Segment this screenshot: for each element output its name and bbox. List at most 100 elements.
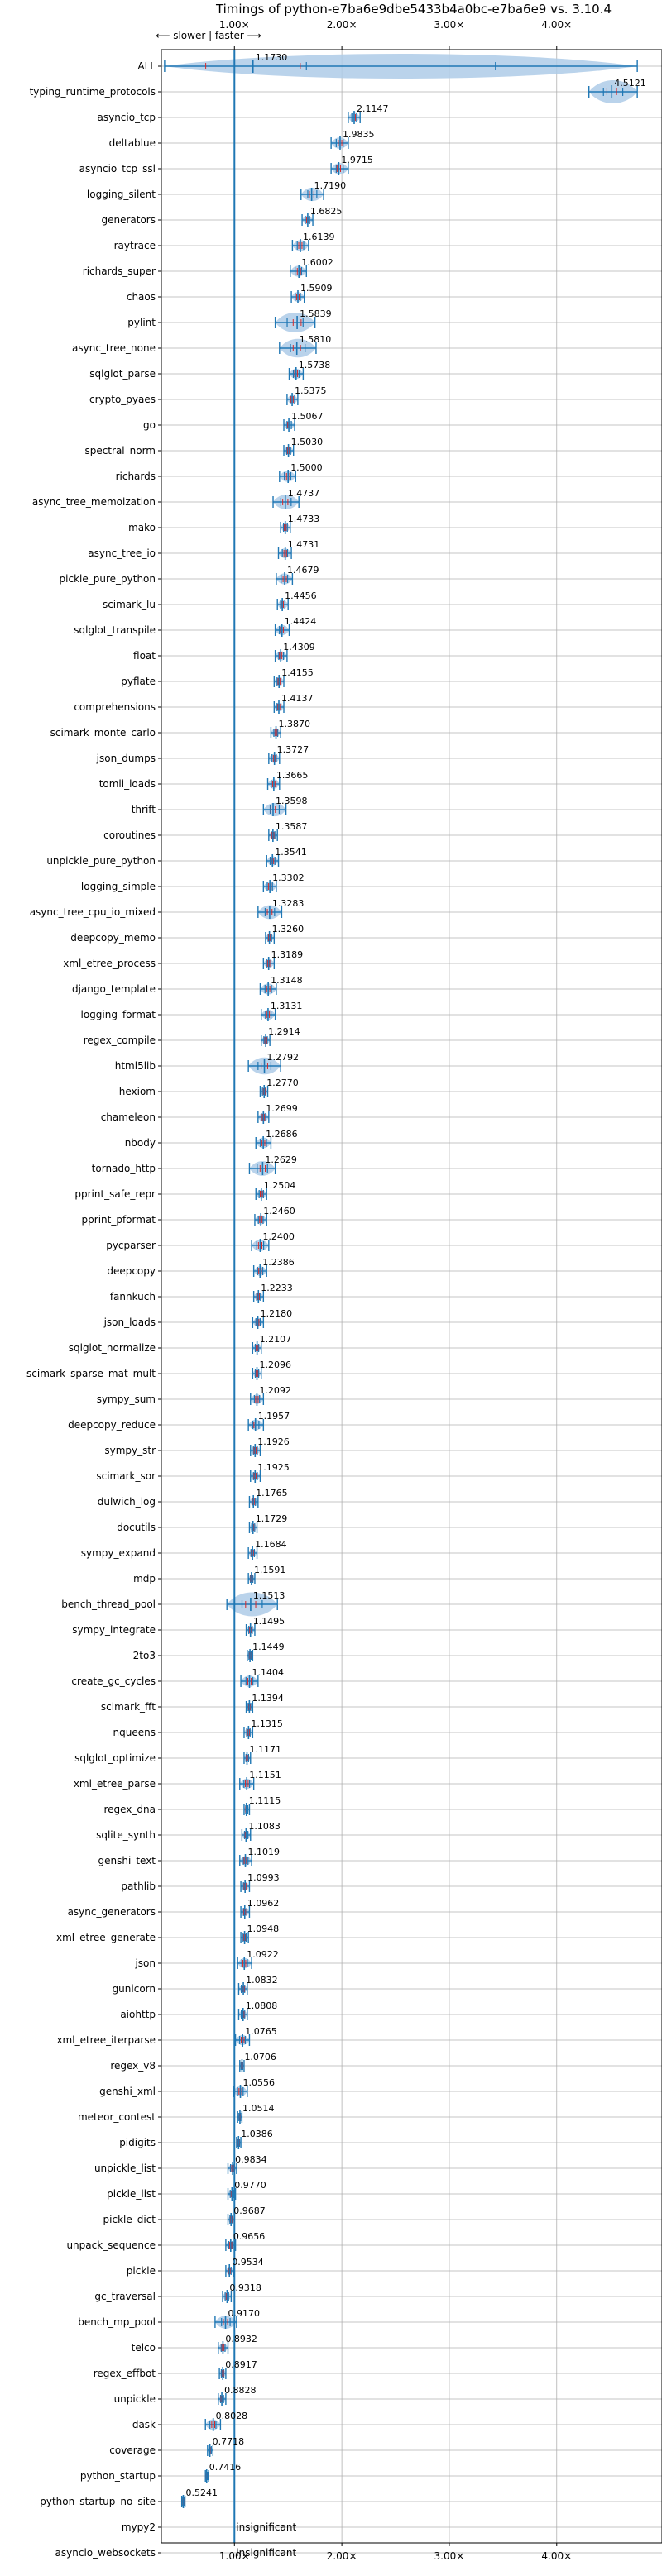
benchmark-label: regex_v8 bbox=[110, 2060, 156, 2072]
benchmark-label: unpickle bbox=[114, 2393, 156, 2405]
value-label: 0.9170 bbox=[228, 2308, 261, 2319]
value-label: 1.3727 bbox=[277, 744, 309, 755]
value-label: 1.3541 bbox=[275, 847, 307, 858]
benchmark-label: raytrace bbox=[114, 240, 156, 251]
value-label: 1.6139 bbox=[303, 232, 335, 242]
value-label: 0.7416 bbox=[209, 2462, 242, 2473]
value-label: 1.1171 bbox=[249, 1744, 281, 1755]
value-label: 1.1591 bbox=[254, 1565, 286, 1575]
value-label: 1.0765 bbox=[245, 2026, 277, 2037]
value-label: 1.5067 bbox=[291, 411, 324, 422]
value-label: 1.1151 bbox=[249, 1770, 281, 1780]
benchmark-label: genshi_xml bbox=[99, 2086, 156, 2097]
value-label: 0.9834 bbox=[235, 2154, 267, 2165]
benchmark-label: django_template bbox=[72, 983, 156, 995]
benchmark-label: unpack_sequence bbox=[66, 2239, 156, 2251]
value-label: 1.1729 bbox=[256, 1513, 288, 1524]
x-tick-label-bottom: 1.00× bbox=[219, 2550, 250, 2562]
value-label: 1.9715 bbox=[341, 155, 373, 165]
benchmark-label: xml_etree_iterparse bbox=[56, 2034, 156, 2046]
value-label: 1.0832 bbox=[246, 1975, 278, 1986]
benchmark-label: coroutines bbox=[103, 829, 156, 841]
value-label: 1.1449 bbox=[252, 1642, 285, 1652]
benchmark-label: json_loads bbox=[103, 1317, 156, 1328]
benchmark-label: deepcopy_reduce bbox=[68, 1419, 156, 1431]
benchmark-label: fannkuch bbox=[110, 1291, 156, 1302]
value-label: 1.5810 bbox=[300, 334, 332, 345]
value-label: 1.3189 bbox=[271, 949, 304, 960]
benchmark-label: xml_etree_generate bbox=[56, 1932, 156, 1943]
violins bbox=[164, 54, 638, 2505]
benchmark-label: logging_simple bbox=[81, 881, 156, 892]
benchmark-label: deepcopy bbox=[107, 1265, 156, 1277]
value-label: 0.9318 bbox=[229, 2282, 261, 2293]
x-tick-label-bottom: 4.00× bbox=[541, 2550, 572, 2562]
benchmark-label: create_gc_cycles bbox=[71, 1675, 156, 1687]
benchmark-label: spectral_norm bbox=[84, 445, 156, 456]
value-label: 1.2504 bbox=[264, 1180, 296, 1191]
benchmark-label: python_startup bbox=[80, 2470, 156, 2482]
benchmark-label: dulwich_log bbox=[98, 1496, 156, 1508]
value-label: 1.1083 bbox=[248, 1821, 281, 1832]
benchmark-label: async_tree_cpu_io_mixed bbox=[30, 906, 156, 918]
benchmark-label: asyncio_tcp bbox=[97, 112, 156, 123]
x-tick-label-top: 1.00× bbox=[219, 19, 250, 31]
benchmark-label: tornado_http bbox=[92, 1163, 156, 1174]
benchmark-label: scimark_sparse_mat_mult bbox=[26, 1368, 156, 1379]
value-label: 1.3260 bbox=[272, 924, 305, 934]
value-label: 1.1404 bbox=[252, 1667, 285, 1678]
value-label: 1.3283 bbox=[272, 898, 305, 909]
benchmark-label: pickle bbox=[127, 2265, 156, 2277]
value-label: 1.2092 bbox=[259, 1385, 291, 1396]
benchmark-label: genshi_text bbox=[98, 1855, 156, 1866]
value-label: 1.0514 bbox=[242, 2103, 275, 2114]
value-label: 1.4137 bbox=[281, 693, 314, 704]
benchmark-label: nqueens bbox=[113, 1727, 156, 1738]
benchmark-label: xml_etree_parse bbox=[74, 1778, 156, 1790]
value-label: 1.3870 bbox=[279, 719, 311, 729]
benchmark-label: pprint_safe_repr bbox=[74, 1188, 156, 1200]
value-label: 0.8917 bbox=[225, 2359, 257, 2370]
benchmark-label: pickle_dict bbox=[103, 2214, 156, 2225]
value-label: 1.3665 bbox=[276, 770, 309, 781]
value-label: 1.4155 bbox=[281, 667, 314, 678]
value-label: 1.2096 bbox=[259, 1360, 291, 1370]
value-label: 1.0556 bbox=[243, 2077, 276, 2088]
benchmark-label: sympy_integrate bbox=[72, 1624, 156, 1636]
benchmark-label: async_generators bbox=[68, 1906, 156, 1918]
value-label: 1.3302 bbox=[272, 872, 305, 883]
value-label: 1.5375 bbox=[295, 385, 327, 396]
benchmark-label: sqlglot_optimize bbox=[74, 1752, 156, 1764]
value-label: 1.1513 bbox=[253, 1590, 285, 1601]
benchmark-label: scimark_sor bbox=[96, 1470, 156, 1482]
benchmark-label: scimark_monte_carlo bbox=[50, 727, 156, 738]
benchmark-label: regex_compile bbox=[84, 1035, 156, 1046]
value-label: 1.2386 bbox=[262, 1257, 295, 1268]
benchmark-label: html5lib bbox=[115, 1060, 156, 1072]
benchmark-label: sympy_str bbox=[104, 1445, 156, 1456]
benchmark-label: comprehensions bbox=[74, 701, 156, 713]
x-tick-label-bottom: 2.00× bbox=[327, 2550, 357, 2562]
value-label: 1.7190 bbox=[314, 180, 347, 191]
benchmark-label: scimark_fft bbox=[101, 1701, 156, 1713]
value-label: 1.1957 bbox=[258, 1411, 290, 1422]
value-label: 1.1925 bbox=[257, 1462, 290, 1473]
benchmark-label: scimark_lu bbox=[103, 599, 156, 610]
benchmark-label: chaos bbox=[127, 291, 156, 303]
value-label: 2.1147 bbox=[357, 103, 389, 114]
value-label: 1.1115 bbox=[249, 1795, 281, 1806]
benchmark-label: unpickle_pure_python bbox=[46, 855, 156, 867]
benchmark-label: mdp bbox=[133, 1573, 156, 1584]
x-tick-label-bottom: 3.00× bbox=[434, 2550, 465, 2562]
value-label: 1.0962 bbox=[247, 1898, 280, 1909]
value-label: 1.6825 bbox=[310, 206, 343, 217]
benchmark-label: float bbox=[133, 650, 156, 662]
benchmark-label: bench_thread_pool bbox=[61, 1599, 156, 1610]
benchmark-label: typing_runtime_protocols bbox=[30, 86, 156, 98]
value-label: 1.1394 bbox=[252, 1693, 284, 1704]
value-label: 1.4679 bbox=[287, 565, 319, 576]
y-tick-labels: ALL typing_runtime_protocols asyncio_tcpde… bbox=[26, 60, 161, 2559]
benchmark-label: async_tree_io bbox=[88, 547, 156, 559]
benchmark-label: sqlglot_parse bbox=[89, 368, 156, 380]
benchmark-label: pickle_pure_python bbox=[60, 573, 156, 585]
